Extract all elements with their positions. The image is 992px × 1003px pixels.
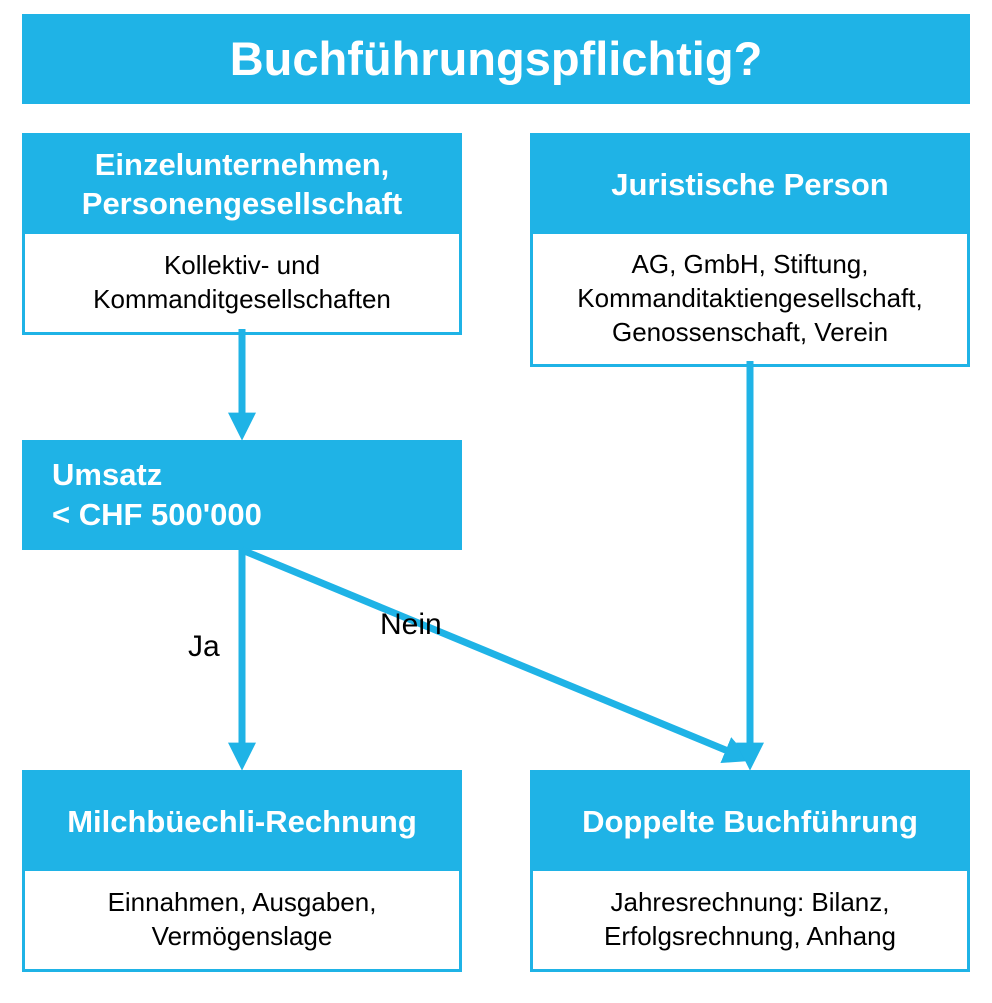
edge-label-no: Nein: [380, 608, 442, 642]
title-label: Buchführungspflichtig?: [230, 28, 763, 89]
node-sole-proprietorship: Einzelunternehmen, Personengesellschaft …: [22, 133, 462, 335]
node-double-entry-header: Doppelte Buchführung: [582, 803, 918, 842]
node-simple-accounting-header: Milchbüechli-Rechnung: [67, 803, 417, 842]
flowchart-container: Buchführungspflichtig? Einzelunternehmen…: [0, 0, 992, 1003]
title-box: Buchführungspflichtig?: [22, 14, 970, 104]
node-double-entry: Doppelte Buchführung Jahresrechnung: Bil…: [530, 770, 970, 972]
node-sole-proprietorship-body: Kollektiv- und Kommanditgesellschaften: [35, 249, 449, 317]
edge-decision-rightbottom: [242, 550, 740, 756]
node-legal-entity-header: Juristische Person: [611, 166, 888, 205]
node-simple-accounting-body: Einnahmen, Ausgaben, Vermögenslage: [35, 886, 449, 954]
edge-label-yes: Ja: [188, 630, 220, 664]
node-sole-proprietorship-header: Einzelunternehmen, Personengesellschaft: [25, 146, 459, 224]
node-revenue-decision-label: Umsatz < CHF 500'000: [52, 455, 262, 536]
node-legal-entity-body: AG, GmbH, Stiftung, Kommanditaktiengesel…: [543, 248, 957, 349]
node-simple-accounting: Milchbüechli-Rechnung Einnahmen, Ausgabe…: [22, 770, 462, 972]
node-revenue-decision: Umsatz < CHF 500'000: [22, 440, 462, 550]
node-legal-entity: Juristische Person AG, GmbH, Stiftung, K…: [530, 133, 970, 367]
node-double-entry-body: Jahresrechnung: Bilanz, Erfolgsrechnung,…: [543, 886, 957, 954]
